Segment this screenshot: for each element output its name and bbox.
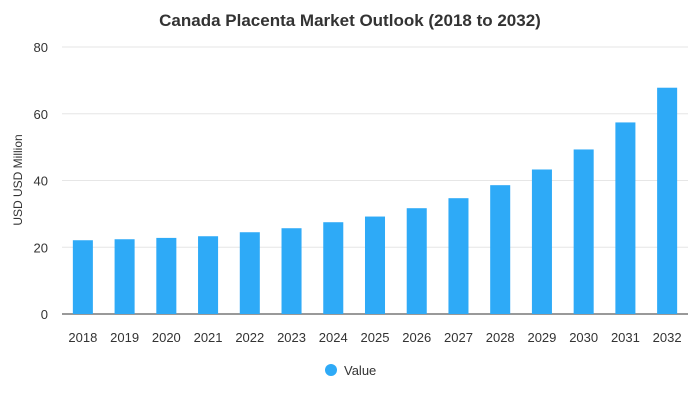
bar[interactable] <box>72 240 93 314</box>
x-tick-label: 2019 <box>110 330 139 345</box>
bars <box>72 87 678 315</box>
x-tick-label: 2028 <box>486 330 515 345</box>
bar[interactable] <box>364 216 386 314</box>
bar[interactable] <box>323 222 344 314</box>
x-tick-label: 2022 <box>235 330 264 345</box>
x-tick-label: 2023 <box>277 330 306 345</box>
bar[interactable] <box>448 198 469 314</box>
bar[interactable] <box>239 232 260 314</box>
y-axis-ticks: 0 20 40 60 80 <box>34 40 48 322</box>
x-tick-label: 2030 <box>569 330 598 345</box>
x-tick-label: 2020 <box>152 330 181 345</box>
legend-swatch <box>325 364 337 376</box>
bar[interactable] <box>198 236 219 314</box>
bar[interactable] <box>406 208 427 314</box>
legend-label: Value <box>344 363 376 378</box>
x-tick-label: 2029 <box>527 330 556 345</box>
bar[interactable] <box>657 87 678 314</box>
x-tick-label: 2025 <box>361 330 390 345</box>
x-tick-label: 2024 <box>319 330 348 345</box>
y-tick-label: 80 <box>34 40 48 55</box>
y-axis-label: USD USD Million <box>11 134 25 225</box>
x-tick-label: 2027 <box>444 330 473 345</box>
x-tick-label: 2018 <box>68 330 97 345</box>
bar[interactable] <box>281 228 302 314</box>
x-tick-label: 2031 <box>611 330 640 345</box>
x-tick-label: 2032 <box>653 330 682 345</box>
x-tick-label: 2021 <box>194 330 223 345</box>
bar[interactable] <box>156 237 177 314</box>
legend: Value <box>325 363 376 378</box>
x-axis-ticks: 2018 2019 2020 2021 2022 2023 2024 2025 2026 2027… <box>68 330 681 345</box>
y-tick-label: 60 <box>34 107 48 122</box>
bar[interactable] <box>114 239 135 314</box>
y-tick-label: 0 <box>41 307 48 322</box>
x-tick-label: 2026 <box>402 330 431 345</box>
bar[interactable] <box>573 149 594 314</box>
bar[interactable] <box>531 169 552 314</box>
chart-title: Canada Placenta Market Outlook (2018 to … <box>159 11 541 30</box>
bar[interactable] <box>615 122 636 315</box>
y-tick-label: 40 <box>34 174 48 189</box>
y-tick-label: 20 <box>34 240 48 255</box>
bar[interactable] <box>490 185 511 314</box>
